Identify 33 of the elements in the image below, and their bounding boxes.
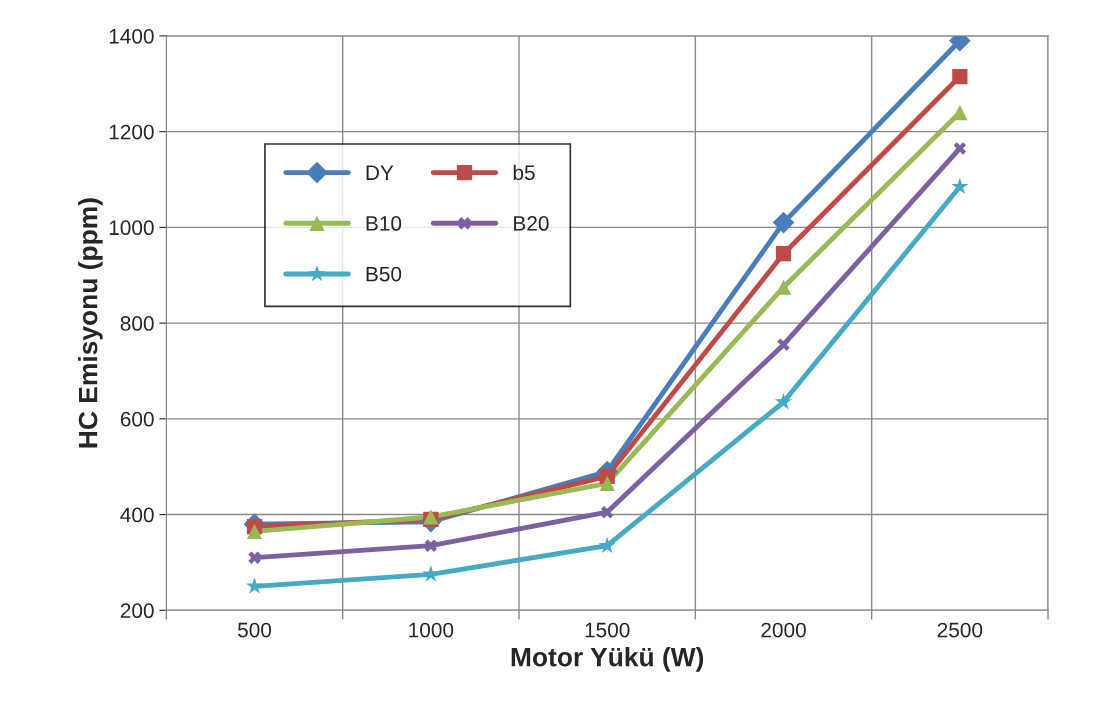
- x-tick-label: 2000: [761, 622, 806, 638]
- point: [600, 505, 614, 519]
- point: [951, 177, 969, 194]
- x-tick-label: 2500: [937, 622, 983, 638]
- point: [952, 68, 968, 85]
- legend-label: B20: [514, 216, 549, 231]
- legend-label: b5: [513, 164, 535, 181]
- x-tick-label: 500: [237, 622, 272, 638]
- y-tick-label: 1200: [109, 124, 154, 140]
- point: [424, 539, 438, 552]
- y-axis-title: HC Emisyonu (ppm): [78, 198, 103, 448]
- point: [953, 142, 967, 155]
- point: [772, 211, 795, 234]
- point: [246, 523, 263, 539]
- legend-label: B10: [366, 216, 402, 231]
- y-tick-label: 600: [120, 411, 154, 427]
- point: [248, 551, 261, 564]
- point: [777, 338, 790, 351]
- x-tick-label: 1000: [409, 622, 454, 638]
- point: [774, 393, 793, 410]
- point: [245, 577, 264, 594]
- point: [775, 246, 792, 262]
- x-tick-label: 1500: [585, 622, 630, 638]
- legend-label: B50: [366, 266, 402, 282]
- y-tick-label: 400: [120, 507, 154, 523]
- y-tick-label: 1400: [109, 28, 154, 44]
- point: [599, 475, 615, 492]
- point: [598, 536, 616, 553]
- y-tick-label: 800: [120, 316, 154, 331]
- legend-label: DY: [366, 165, 394, 180]
- y-tick-label: 200: [120, 603, 154, 619]
- y-tick-label: 1000: [109, 220, 154, 236]
- x-axis-title: Motor Yükü (W): [511, 647, 704, 672]
